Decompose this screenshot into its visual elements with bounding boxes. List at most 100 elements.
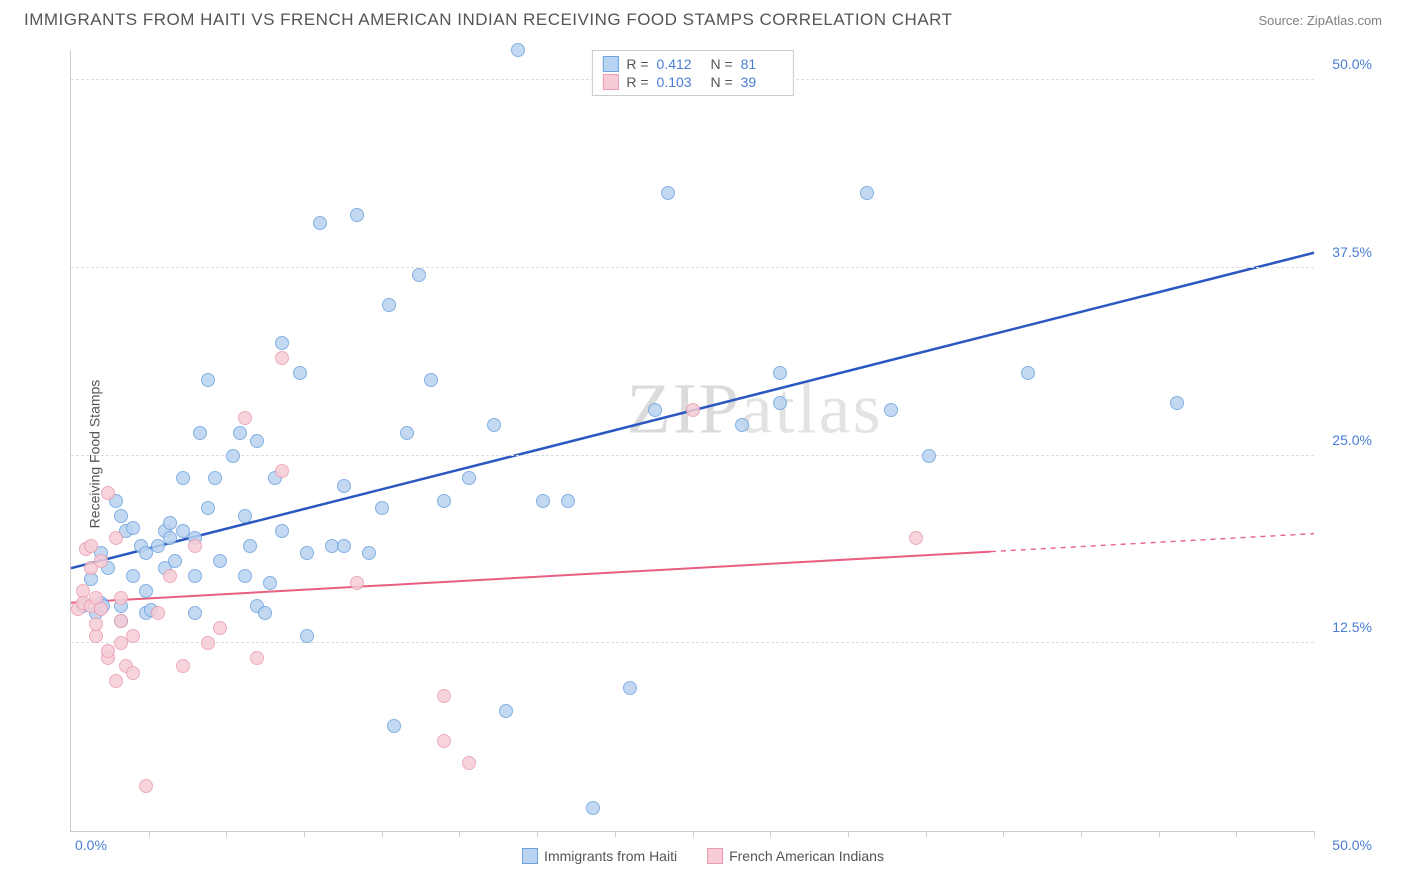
- origin-label: 0.0%: [75, 837, 107, 853]
- data-point: [238, 569, 252, 583]
- swatch-french: [602, 74, 618, 90]
- stats-legend: R = 0.412 N = 81 R = 0.103 N = 39: [591, 50, 793, 96]
- data-point: [139, 584, 153, 598]
- legend-label-haiti: Immigrants from Haiti: [544, 848, 677, 864]
- ytick-label: 50.0%: [1332, 56, 1372, 72]
- xtick: [1081, 831, 1082, 837]
- xtick: [1314, 831, 1315, 837]
- n-value-french: 39: [741, 74, 783, 90]
- swatch-french: [707, 848, 723, 864]
- chart-title: IMMIGRANTS FROM HAITI VS FRENCH AMERICAN…: [24, 10, 953, 30]
- r-value-french: 0.103: [657, 74, 699, 90]
- xtick: [537, 831, 538, 837]
- data-point: [275, 524, 289, 538]
- data-point: [387, 719, 401, 733]
- data-point: [860, 186, 874, 200]
- data-point: [337, 479, 351, 493]
- data-point: [275, 464, 289, 478]
- data-point: [773, 366, 787, 380]
- data-point: [126, 629, 140, 643]
- data-point: [263, 576, 277, 590]
- data-point: [437, 494, 451, 508]
- n-label: N =: [707, 74, 733, 90]
- chart-container: Receiving Food Stamps R = 0.412 N = 81 R…: [24, 40, 1382, 868]
- data-point: [94, 554, 108, 568]
- data-point: [437, 689, 451, 703]
- data-point: [511, 43, 525, 57]
- xtick: [848, 831, 849, 837]
- data-point: [424, 373, 438, 387]
- data-point: [686, 403, 700, 417]
- data-point: [412, 268, 426, 282]
- legend-item-haiti: Immigrants from Haiti: [522, 848, 677, 864]
- watermark: ZIPatlas: [627, 368, 883, 451]
- gridline: [71, 455, 1314, 456]
- data-point: [226, 449, 240, 463]
- data-point: [94, 602, 108, 616]
- data-point: [114, 614, 128, 628]
- legend-label-french: French American Indians: [729, 848, 884, 864]
- data-point: [139, 546, 153, 560]
- swatch-haiti: [602, 56, 618, 72]
- data-point: [114, 591, 128, 605]
- data-point: [126, 569, 140, 583]
- plot-area: R = 0.412 N = 81 R = 0.103 N = 39 ZIPatl…: [70, 50, 1314, 832]
- data-point: [89, 617, 103, 631]
- data-point: [176, 471, 190, 485]
- data-point: [201, 501, 215, 515]
- data-point: [350, 576, 364, 590]
- data-point: [126, 521, 140, 535]
- data-point: [208, 471, 222, 485]
- data-point: [101, 644, 115, 658]
- xtick: [149, 831, 150, 837]
- data-point: [101, 486, 115, 500]
- gridline: [71, 642, 1314, 643]
- data-point: [238, 509, 252, 523]
- xtick: [459, 831, 460, 837]
- xtick: [770, 831, 771, 837]
- data-point: [109, 531, 123, 545]
- data-point: [233, 426, 247, 440]
- stats-row-haiti: R = 0.412 N = 81: [602, 55, 782, 73]
- r-label: R =: [626, 56, 648, 72]
- data-point: [382, 298, 396, 312]
- data-point: [922, 449, 936, 463]
- data-point: [487, 418, 501, 432]
- data-point: [362, 546, 376, 560]
- data-point: [909, 531, 923, 545]
- data-point: [250, 434, 264, 448]
- data-point: [275, 351, 289, 365]
- xtick: [926, 831, 927, 837]
- data-point: [201, 373, 215, 387]
- data-point: [139, 779, 153, 793]
- data-point: [114, 509, 128, 523]
- data-point: [168, 554, 182, 568]
- data-point: [586, 801, 600, 815]
- legend-item-french: French American Indians: [707, 848, 884, 864]
- xtick: [226, 831, 227, 837]
- gridline: [71, 267, 1314, 268]
- data-point: [151, 606, 165, 620]
- data-point: [561, 494, 575, 508]
- data-point: [300, 546, 314, 560]
- data-point: [623, 681, 637, 695]
- r-label: R =: [626, 74, 648, 90]
- xtick: [1003, 831, 1004, 837]
- data-point: [163, 531, 177, 545]
- data-point: [126, 666, 140, 680]
- xmax-label: 50.0%: [1332, 837, 1372, 853]
- data-point: [337, 539, 351, 553]
- data-point: [238, 411, 252, 425]
- r-value-haiti: 0.412: [657, 56, 699, 72]
- data-point: [213, 554, 227, 568]
- data-point: [536, 494, 550, 508]
- xtick: [1236, 831, 1237, 837]
- n-value-haiti: 81: [741, 56, 783, 72]
- xtick: [1159, 831, 1160, 837]
- source-attr: Source: ZipAtlas.com: [1258, 13, 1382, 28]
- data-point: [201, 636, 215, 650]
- xtick: [615, 831, 616, 837]
- data-point: [89, 629, 103, 643]
- data-point: [350, 208, 364, 222]
- stats-row-french: R = 0.103 N = 39: [602, 73, 782, 91]
